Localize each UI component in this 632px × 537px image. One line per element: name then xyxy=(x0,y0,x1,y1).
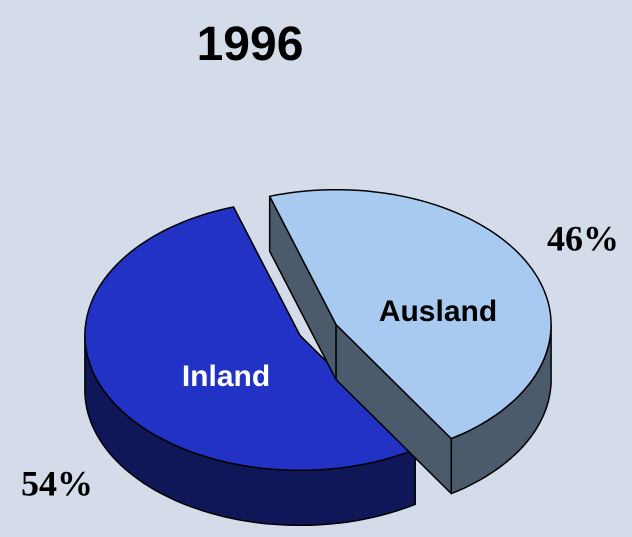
chart-title: 1996 xyxy=(197,18,304,71)
category-label: Inland xyxy=(182,360,270,393)
category-label: Ausland xyxy=(379,295,497,328)
slice xyxy=(268,188,552,440)
value-label: 54% xyxy=(21,463,93,503)
slice xyxy=(84,206,416,472)
value-label: 46% xyxy=(547,218,619,258)
